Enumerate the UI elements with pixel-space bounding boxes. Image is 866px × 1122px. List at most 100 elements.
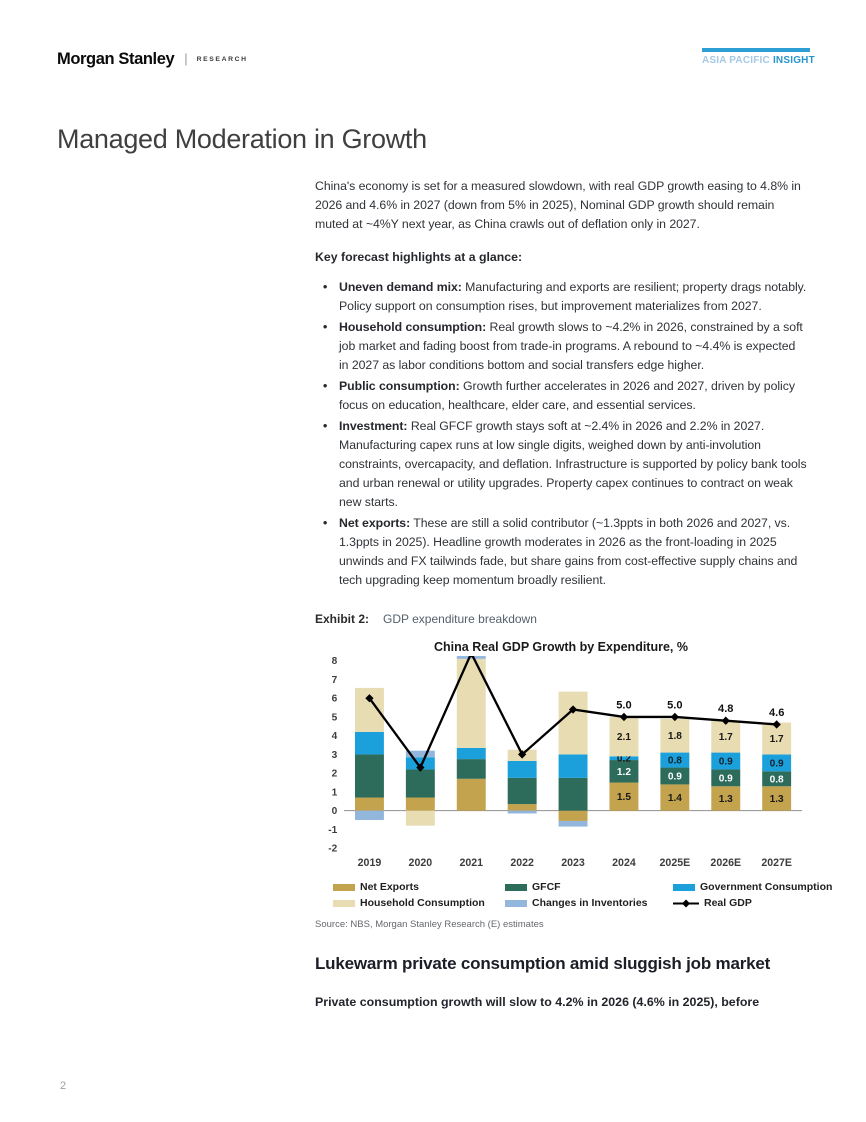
report-series-badge: ASIA PACIFIC INSIGHT <box>702 48 815 66</box>
badge-text: ASIA PACIFIC INSIGHT <box>702 55 815 66</box>
legend-label: Net Exports <box>360 881 419 893</box>
gdp-expenditure-chart: China Real GDP Growth by Expenditure, % … <box>315 640 832 930</box>
svg-text:2.1: 2.1 <box>617 732 631 743</box>
content-column: China's economy is set for a measured sl… <box>315 177 832 1009</box>
svg-text:1.7: 1.7 <box>770 734 784 745</box>
net-exports-swatch <box>333 883 355 891</box>
svg-text:8: 8 <box>332 656 338 667</box>
legend-label: GFCF <box>532 881 561 893</box>
real-gdp-line-marker-icon <box>673 899 699 908</box>
header: Morgan Stanley | RESEARCH <box>57 50 248 69</box>
exhibit-caption-text: GDP expenditure breakdown <box>383 612 537 626</box>
bullet-lead: Public consumption: <box>339 379 460 393</box>
legend-item-household-consumption: Household Consumption <box>333 897 505 909</box>
svg-text:2024: 2024 <box>612 857 636 869</box>
bullet-text: Real GFCF growth stays soft at ~2.4% in … <box>339 419 807 509</box>
svg-text:1.5: 1.5 <box>617 792 631 803</box>
list-item: Public consumption: Growth further accel… <box>315 377 807 415</box>
svg-text:2025E: 2025E <box>660 857 691 869</box>
legend-item-real-gdp: Real GDP <box>673 897 832 909</box>
svg-text:1.8: 1.8 <box>668 731 682 742</box>
lead-paragraph: Private consumption growth will slow to … <box>315 995 760 1009</box>
exhibit-number-label: Exhibit 2: <box>315 612 370 626</box>
svg-text:0.9: 0.9 <box>719 773 733 784</box>
highlights-list: Uneven demand mix: Manufacturing and exp… <box>315 278 807 590</box>
svg-text:3: 3 <box>332 750 338 761</box>
bullet-text: Real growth slows to ~4.2% in 2026, cons… <box>339 320 803 372</box>
bullet-text: Manufacturing and exports are resilient;… <box>339 280 807 313</box>
svg-text:2021: 2021 <box>459 857 483 869</box>
svg-text:2: 2 <box>332 769 338 780</box>
government-consumption-swatch <box>673 883 695 891</box>
chart-title: China Real GDP Growth by Expenditure, % <box>434 640 688 654</box>
svg-text:0: 0 <box>332 806 338 817</box>
badge-accent-bar <box>702 48 810 52</box>
svg-text:5.0: 5.0 <box>616 699 631 711</box>
svg-text:4.8: 4.8 <box>718 703 733 715</box>
legend-item-gfcf: GFCF <box>505 881 673 893</box>
research-unit-label: RESEARCH <box>196 56 248 63</box>
bullet-text: Growth further accelerates in 2026 and 2… <box>339 379 795 412</box>
svg-text:-2: -2 <box>328 844 337 855</box>
gfcf-swatch <box>505 883 527 891</box>
svg-text:7: 7 <box>332 675 338 686</box>
svg-text:2019: 2019 <box>358 857 382 869</box>
morgan-stanley-logo: Morgan Stanley <box>57 50 175 68</box>
bullet-lead: Household consumption: <box>339 320 487 334</box>
svg-text:0.9: 0.9 <box>668 772 682 783</box>
badge-product-label: INSIGHT <box>772 55 815 66</box>
svg-text:2023: 2023 <box>561 857 585 869</box>
svg-text:0.9: 0.9 <box>770 758 784 769</box>
exhibit-caption: Exhibit 2: GDP expenditure breakdown <box>315 612 807 626</box>
svg-text:2026E: 2026E <box>710 857 741 869</box>
legend-label: Real GDP <box>704 897 752 909</box>
legend-label: Household Consumption <box>360 897 485 909</box>
list-item: Net exports: These are still a solid con… <box>315 514 807 590</box>
list-item: Investment: Real GFCF growth stays soft … <box>315 417 807 512</box>
intro-paragraph: China's economy is set for a measured sl… <box>315 179 801 231</box>
svg-text:0.9: 0.9 <box>719 757 733 768</box>
svg-text:1: 1 <box>332 787 338 798</box>
svg-text:4: 4 <box>332 731 338 742</box>
list-item: Household consumption: Real growth slows… <box>315 318 807 375</box>
svg-text:0.2: 0.2 <box>617 754 631 765</box>
logo-divider: | <box>184 51 188 66</box>
legend-item-net-exports: Net Exports <box>333 881 505 893</box>
svg-text:1.4: 1.4 <box>668 793 682 804</box>
highlights-heading: Key forecast highlights at a glance: <box>315 250 523 264</box>
svg-text:2027E: 2027E <box>761 857 792 869</box>
svg-text:0.8: 0.8 <box>770 774 784 785</box>
legend-label: Government Consumption <box>700 881 833 893</box>
household-consumption-swatch <box>333 899 355 907</box>
section-heading: Lukewarm private consumption amid sluggi… <box>315 954 771 973</box>
gdp-chart-svg: 8 7 6 5 4 3 2 1 0 -1 -2 1.5 1.2 0.2 2.1 1.4 0.9 0.8 1.8 1.3… <box>328 656 803 869</box>
chart-plot-area: 8 7 6 5 4 3 2 1 0 -1 -2 1.5 1.2 0.2 2.1 1.4 0.9 0.8 1.8 1.3… <box>315 656 807 873</box>
source-note: Source: NBS, Morgan Stanley Research (E)… <box>315 919 544 930</box>
svg-text:5.0: 5.0 <box>667 699 682 711</box>
badge-region-label: ASIA PACIFIC <box>702 55 770 66</box>
svg-text:1.3: 1.3 <box>770 794 784 805</box>
svg-text:5: 5 <box>332 712 338 723</box>
svg-text:1.3: 1.3 <box>719 794 733 805</box>
svg-text:2022: 2022 <box>510 857 534 869</box>
bullet-lead: Net exports: <box>339 516 411 530</box>
page-title: Managed Moderation in Growth <box>57 124 427 154</box>
legend-item-changes-in-inventories: Changes in Inventories <box>505 897 673 909</box>
bullet-text: These are still a solid contributor (~1.… <box>339 516 798 587</box>
legend-item-government-consumption: Government Consumption <box>673 881 832 893</box>
svg-text:1.2: 1.2 <box>617 767 631 778</box>
svg-text:2020: 2020 <box>409 857 433 869</box>
changes-in-inventories-swatch <box>505 899 527 907</box>
chart-legend: Net Exports GFCF Government Consumption … <box>333 881 832 909</box>
svg-text:4.6: 4.6 <box>769 707 784 719</box>
svg-text:0.8: 0.8 <box>668 756 682 767</box>
page-number: 2 <box>60 1080 67 1092</box>
svg-text:1.7: 1.7 <box>719 732 733 743</box>
bullet-lead: Uneven demand mix: <box>339 280 462 294</box>
list-item: Uneven demand mix: Manufacturing and exp… <box>315 278 807 316</box>
svg-text:6: 6 <box>332 694 338 705</box>
svg-text:-1: -1 <box>328 825 337 836</box>
bullet-lead: Investment: <box>339 419 408 433</box>
legend-label: Changes in Inventories <box>532 897 648 909</box>
